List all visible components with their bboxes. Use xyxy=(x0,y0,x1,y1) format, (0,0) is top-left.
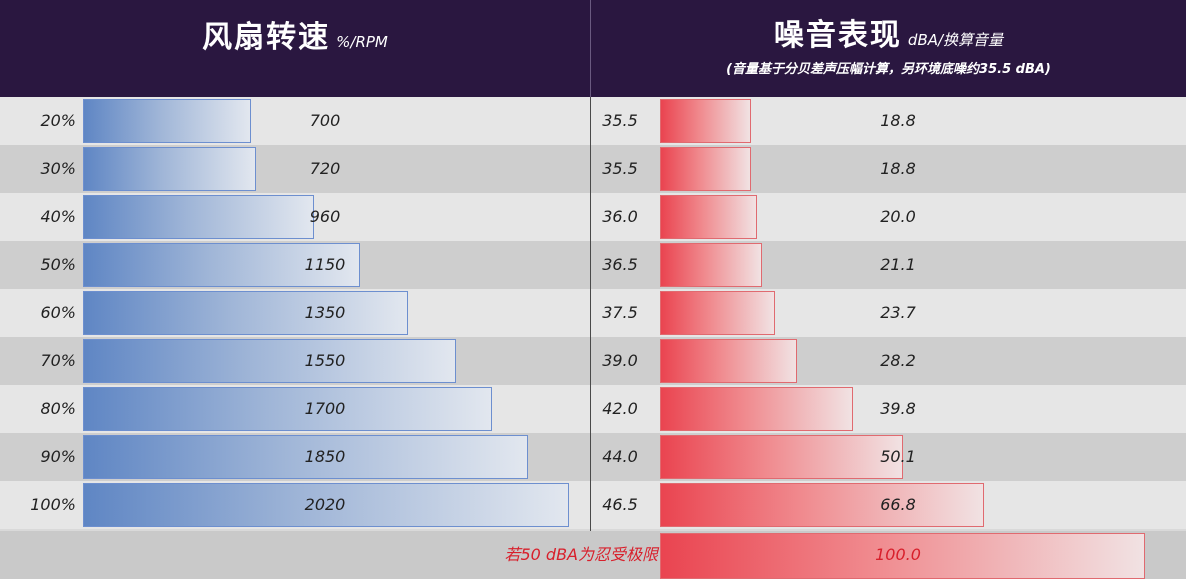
volume-value-label: 28.2 xyxy=(880,351,916,370)
dba-label: 36.0 xyxy=(602,207,638,226)
volume-value-label: 21.1 xyxy=(880,255,916,274)
noise-header: 噪音表现 dBA/换算音量 (音量基于分贝差声压幅计算，另环境底噪约35.5 dB… xyxy=(591,10,1186,77)
rpm-bar xyxy=(83,483,569,527)
dba-label: 36.5 xyxy=(602,255,638,274)
volume-bar xyxy=(660,243,763,287)
column-divider xyxy=(590,97,591,531)
volume-value-label: 66.8 xyxy=(880,495,916,514)
rpm-value-label: 2020 xyxy=(304,495,346,514)
rpm-value-label: 1850 xyxy=(304,447,346,466)
fan-percent-label: 40% xyxy=(40,207,76,226)
volume-value-label: 39.8 xyxy=(880,399,916,418)
rpm-value-label: 720 xyxy=(309,159,341,178)
dba-label: 46.5 xyxy=(602,495,638,514)
volume-bar xyxy=(660,435,903,479)
fan-percent-label: 20% xyxy=(40,111,76,130)
fan-percent-label: 50% xyxy=(40,255,76,274)
rpm-header: 风扇转速 %/RPM xyxy=(0,12,590,56)
rpm-value-label: 1150 xyxy=(304,255,346,274)
volume-bar xyxy=(660,195,757,239)
rpm-bar xyxy=(83,195,314,239)
dba-label: 37.5 xyxy=(602,303,638,322)
header-divider xyxy=(590,0,591,97)
fan-percent-label: 70% xyxy=(40,351,76,370)
rpm-value-label: 1550 xyxy=(304,351,346,370)
dba-label: 39.0 xyxy=(602,351,638,370)
dba-label: 35.5 xyxy=(602,111,638,130)
rpm-value-label: 1350 xyxy=(304,303,346,322)
rpm-value-label: 700 xyxy=(309,111,341,130)
dba-label: 44.0 xyxy=(602,447,638,466)
volume-bar xyxy=(660,483,984,527)
tolerance-note: 若50 dBA为忍受极限 xyxy=(504,545,658,564)
dba-label: 35.5 xyxy=(602,159,638,178)
volume-bar xyxy=(660,339,797,383)
volume-value-label: 20.0 xyxy=(880,207,916,226)
header-bar: 风扇转速 %/RPM 噪音表现 dBA/换算音量 (音量基于分贝差声压幅计算，另环境… xyxy=(0,0,1186,97)
rpm-bar xyxy=(83,243,360,287)
volume-value-label: 23.7 xyxy=(880,303,916,322)
rpm-value-label: 960 xyxy=(309,207,341,226)
dba-label: 42.0 xyxy=(602,399,638,418)
rpm-bar xyxy=(83,339,456,383)
noise-unit: dBA/换算音量 xyxy=(907,31,1004,49)
volume-value-label: 18.8 xyxy=(880,159,916,178)
rpm-bar xyxy=(83,147,257,191)
rpm-bar xyxy=(83,387,492,431)
fan-percent-label: 100% xyxy=(30,495,76,514)
rpm-value-label: 1700 xyxy=(304,399,346,418)
tolerance-value-label: 100.0 xyxy=(875,545,921,564)
volume-bar xyxy=(660,147,752,191)
rpm-title: 风扇转速 xyxy=(202,20,331,55)
fan-percent-label: 30% xyxy=(40,159,76,178)
fan-percent-label: 90% xyxy=(40,447,76,466)
noise-title: 噪音表现 xyxy=(773,18,902,53)
volume-value-label: 50.1 xyxy=(880,447,916,466)
rpm-unit: %/RPM xyxy=(336,33,388,51)
rpm-bar xyxy=(83,435,529,479)
volume-bar xyxy=(660,99,752,143)
volume-bar xyxy=(660,291,775,335)
noise-subtitle: (音量基于分贝差声压幅计算，另环境底噪约35.5 dBA) xyxy=(726,62,1051,77)
fan-percent-label: 80% xyxy=(40,399,76,418)
volume-bar xyxy=(660,387,854,431)
volume-value-label: 18.8 xyxy=(880,111,916,130)
rpm-bar xyxy=(83,99,252,143)
fan-percent-label: 60% xyxy=(40,303,76,322)
rpm-bar xyxy=(83,291,408,335)
